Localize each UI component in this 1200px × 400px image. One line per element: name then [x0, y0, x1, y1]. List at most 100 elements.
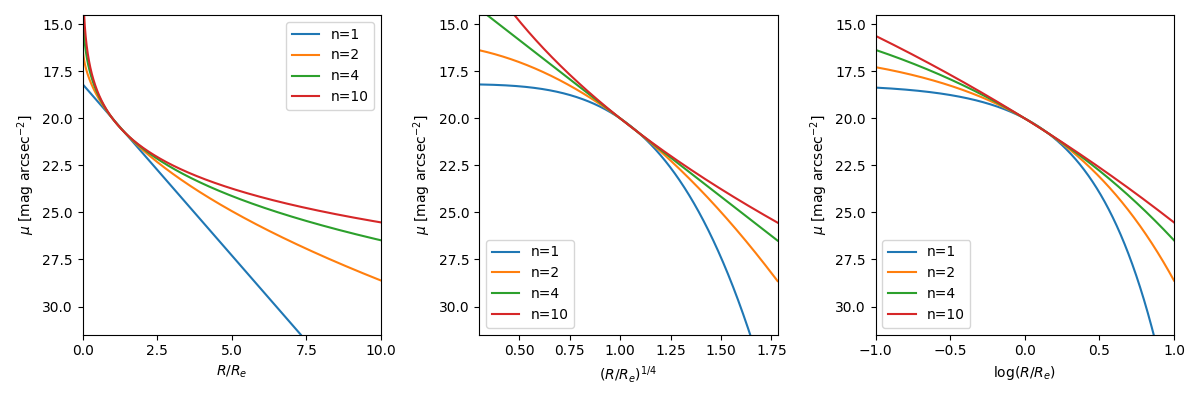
n=2: [368, 276, 383, 281]
n=2: [506, 58, 521, 62]
n=1: [997, 107, 1012, 112]
n=1: [631, 131, 646, 136]
n=1: [700, 224, 714, 229]
n=4: [480, 13, 494, 18]
n=10: [508, 13, 522, 18]
n=4: [337, 229, 352, 234]
Line: n=2: n=2: [479, 50, 778, 281]
Line: n=4: n=4: [83, 16, 382, 240]
n=4: [108, 119, 122, 124]
Legend: n=1, n=2, n=4, n=10: n=1, n=2, n=4, n=10: [486, 240, 574, 328]
n=10: [1160, 216, 1175, 220]
Line: n=2: n=2: [83, 46, 382, 280]
n=10: [983, 95, 997, 100]
n=2: [1160, 268, 1175, 272]
Legend: n=1, n=2, n=4, n=10: n=1, n=2, n=4, n=10: [286, 22, 374, 110]
X-axis label: $\log(R/R_e)$: $\log(R/R_e)$: [994, 364, 1056, 382]
n=4: [1160, 232, 1175, 236]
n=2: [109, 121, 124, 126]
n=2: [902, 72, 917, 77]
n=4: [770, 238, 785, 243]
n=1: [103, 113, 118, 118]
n=1: [187, 211, 202, 216]
n=4: [996, 103, 1010, 108]
n=4: [1166, 238, 1181, 243]
n=4: [374, 238, 389, 243]
n=1: [481, 82, 496, 87]
n=4: [920, 67, 935, 72]
n=2: [1166, 278, 1181, 283]
n=4: [200, 184, 215, 188]
Line: n=10: n=10: [84, 15, 382, 222]
n=2: [920, 76, 935, 81]
n=4: [526, 48, 540, 53]
n=1: [294, 332, 308, 337]
n=10: [770, 220, 785, 225]
n=4: [76, 14, 90, 18]
n=10: [186, 172, 200, 177]
n=2: [764, 271, 779, 276]
n=4: [1129, 200, 1144, 205]
n=10: [221, 185, 235, 190]
n=1: [76, 82, 90, 87]
n=1: [1129, 274, 1144, 279]
n=2: [76, 44, 90, 48]
n=2: [732, 231, 746, 236]
n=1: [1146, 332, 1160, 337]
n=4: [983, 96, 997, 101]
Line: n=1: n=1: [876, 88, 1153, 335]
n=4: [234, 197, 248, 202]
n=4: [529, 51, 544, 56]
Line: n=2: n=2: [876, 67, 1174, 280]
n=4: [346, 231, 360, 236]
Line: n=4: n=4: [487, 15, 778, 240]
Line: n=4: n=4: [876, 50, 1174, 240]
n=10: [311, 208, 325, 213]
n=2: [472, 48, 486, 53]
Line: n=1: n=1: [479, 84, 750, 335]
n=10: [902, 51, 917, 56]
n=10: [77, 13, 91, 18]
n=2: [374, 278, 389, 283]
n=10: [1166, 220, 1181, 225]
n=1: [869, 85, 883, 90]
n=2: [599, 106, 613, 111]
n=1: [967, 98, 982, 102]
Line: n=1: n=1: [83, 84, 301, 335]
n=1: [1099, 202, 1114, 206]
n=4: [704, 187, 719, 192]
n=10: [670, 158, 684, 162]
n=10: [270, 199, 284, 204]
n=2: [1129, 218, 1144, 223]
Y-axis label: $\mu$ [mag arcsec$^{-2}$]: $\mu$ [mag arcsec$^{-2}$]: [808, 115, 829, 235]
n=10: [996, 103, 1010, 108]
n=2: [190, 188, 204, 193]
n=4: [869, 48, 883, 52]
n=4: [532, 53, 546, 58]
n=4: [902, 60, 917, 65]
n=10: [632, 131, 647, 136]
n=2: [996, 104, 1010, 109]
n=1: [743, 332, 757, 337]
n=1: [924, 90, 938, 95]
n=10: [370, 219, 384, 224]
n=4: [527, 50, 541, 54]
Line: n=10: n=10: [515, 15, 778, 223]
n=1: [146, 163, 161, 168]
n=10: [736, 200, 750, 205]
n=1: [472, 82, 486, 87]
n=2: [523, 64, 538, 69]
n=10: [521, 29, 535, 34]
X-axis label: $R/R_e$: $R/R_e$: [216, 364, 247, 380]
n=1: [86, 94, 101, 99]
X-axis label: $(R/R_e)^{1/4}$: $(R/R_e)^{1/4}$: [599, 364, 658, 385]
n=2: [336, 262, 350, 267]
n=1: [660, 162, 674, 166]
n=2: [983, 98, 997, 103]
n=2: [127, 140, 142, 145]
n=4: [156, 160, 170, 165]
n=2: [770, 279, 785, 284]
n=1: [625, 126, 640, 130]
n=1: [240, 270, 254, 275]
n=10: [1129, 191, 1144, 196]
